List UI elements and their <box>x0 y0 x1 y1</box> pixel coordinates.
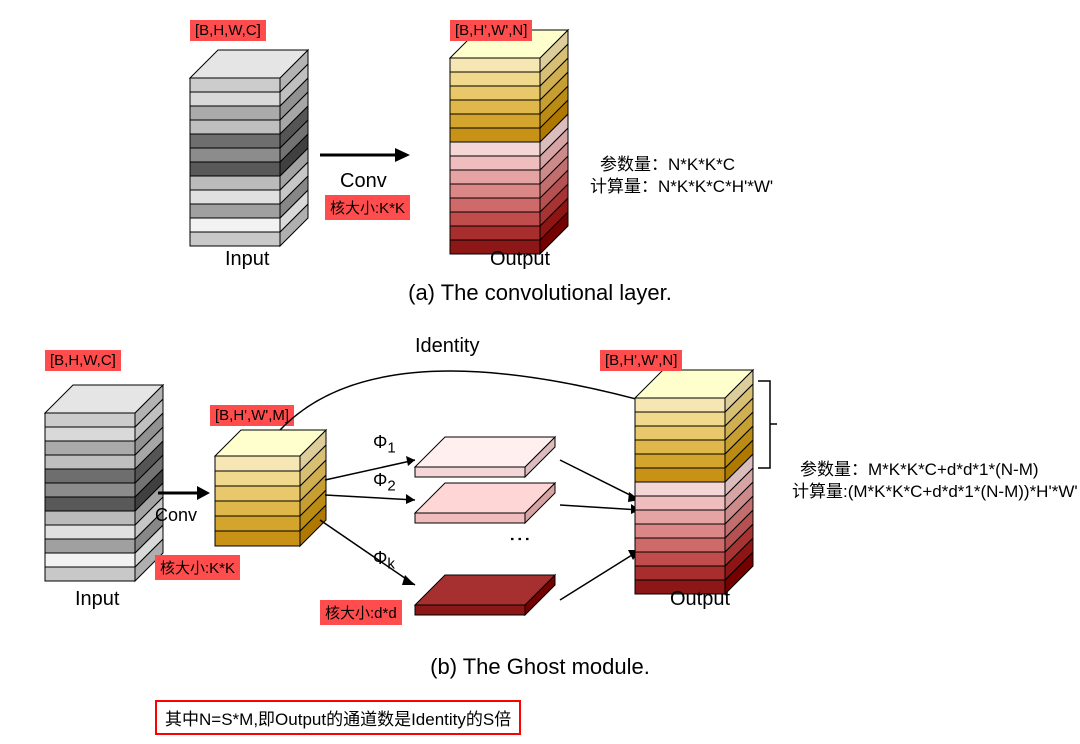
panelB-slab1 <box>415 437 575 487</box>
panelB-conv-label: Conv <box>155 505 197 526</box>
panelB-dots: ⋮ <box>507 528 533 552</box>
panelB-input-label: Input <box>75 588 119 611</box>
panelA-output-stack <box>450 30 590 260</box>
panelB-output-dims: [B,H',W',N] <box>600 350 682 371</box>
panelB-output-stack <box>635 370 775 600</box>
panelB-phi1: Φ1 <box>373 432 396 457</box>
panelA-caption: (a) The convolutional layer. <box>0 280 1080 306</box>
panelB-phi2: Φ2 <box>373 470 396 495</box>
panelA-input-label: Input <box>225 248 269 271</box>
panelB-compute: 计算量:(M*K*K*C+d*d*1*(N-M))*H'*W' <box>792 477 1078 502</box>
panelB-input-dims: [B,H,W,C] <box>45 350 121 371</box>
panelA-compute: 计算量：N*K*K*C*H'*W' <box>590 172 773 197</box>
panelB-slab2 <box>415 483 575 533</box>
panelB-slab3 <box>415 575 575 625</box>
panelA-input-dims: [B,H,W,C] <box>190 20 266 41</box>
panelA-output-dims: [B,H',W',N] <box>450 20 532 41</box>
panelB-identity-label: Identity <box>415 335 479 358</box>
panelB-caption: (b) The Ghost module. <box>0 654 1080 680</box>
panelB-phik: Φk <box>373 548 395 573</box>
panelA-input-stack <box>190 50 330 250</box>
panelB-output-bracket <box>755 378 780 473</box>
panelB-output-label: Output <box>670 588 730 611</box>
panelA-conv-arrow <box>315 140 415 170</box>
panelA-output-label: Output <box>490 248 550 271</box>
panelB-conv-arrow <box>155 478 215 508</box>
panelA-kernel-label: 核大小:K*K <box>325 195 410 220</box>
panelB-kernel-label2: 核大小:d*d <box>320 600 402 625</box>
footnote: 其中N=S*M,即Output的通道数是Identity的S倍 <box>155 700 521 735</box>
panelA-conv-label: Conv <box>340 170 387 193</box>
